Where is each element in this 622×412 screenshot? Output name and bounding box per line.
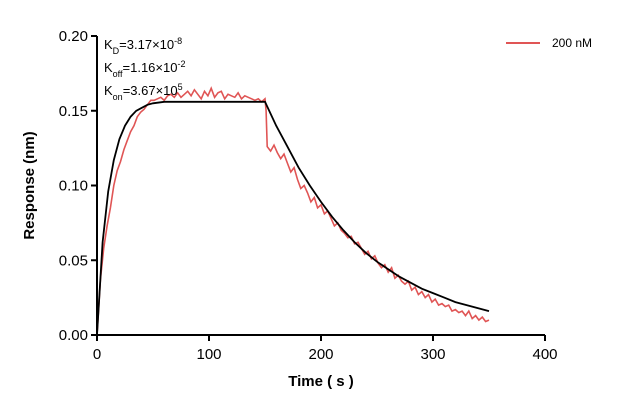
x-axis-title: Time ( s ) (288, 373, 354, 390)
legend: 200 nM (506, 36, 592, 50)
x-tick-label: 200 (308, 346, 333, 363)
legend-series-label: 200 nM (552, 36, 592, 50)
y-tick-label: 0.05 (59, 252, 88, 269)
axes-layer: 0.00 0.05 0.10 0.15 0.20 0 100 200 300 (21, 28, 558, 390)
y-tick-label: 0.20 (59, 28, 88, 45)
kon-value: =3.67×10 (123, 83, 178, 98)
kd-exponent: -8 (174, 36, 182, 46)
x-axis-ticks: 0 100 200 300 400 (93, 335, 558, 363)
y-tick-label: 0.10 (59, 178, 88, 195)
kd-value: =3.17×10 (119, 37, 174, 52)
fit-series-line (96, 100, 490, 336)
y-axis-ticks: 0.00 0.05 0.10 0.15 0.20 (59, 28, 97, 344)
y-tick-label: 0.15 (59, 103, 88, 120)
kinetics-annotation: KD=3.17×10-8 Koff=1.16×10-2 Kon=3.67×105 (104, 36, 185, 102)
kon-exponent: 5 (178, 82, 183, 92)
koff-annotation: Koff=1.16×10-2 (104, 59, 185, 79)
series-layer (96, 86, 490, 336)
kon-annotation: Kon=3.67×105 (104, 82, 183, 102)
kd-annotation: KD=3.17×10-8 (104, 36, 182, 56)
koff-exponent: -2 (177, 59, 185, 69)
kd-subscript: D (113, 46, 120, 56)
y-axis-title: Response (nm) (21, 131, 38, 239)
measured-series-line (96, 86, 490, 336)
kd-symbol: K (104, 37, 113, 52)
x-tick-label: 100 (196, 346, 221, 363)
x-tick-label: 400 (532, 346, 557, 363)
x-tick-label: 0 (93, 346, 101, 363)
y-tick-label: 0.00 (59, 327, 88, 344)
kon-symbol: K (104, 83, 113, 98)
koff-value: =1.16×10 (123, 60, 178, 75)
kon-subscript: on (113, 92, 123, 102)
koff-subscript: off (113, 69, 123, 79)
koff-symbol: K (104, 60, 113, 75)
x-tick-label: 300 (420, 346, 445, 363)
